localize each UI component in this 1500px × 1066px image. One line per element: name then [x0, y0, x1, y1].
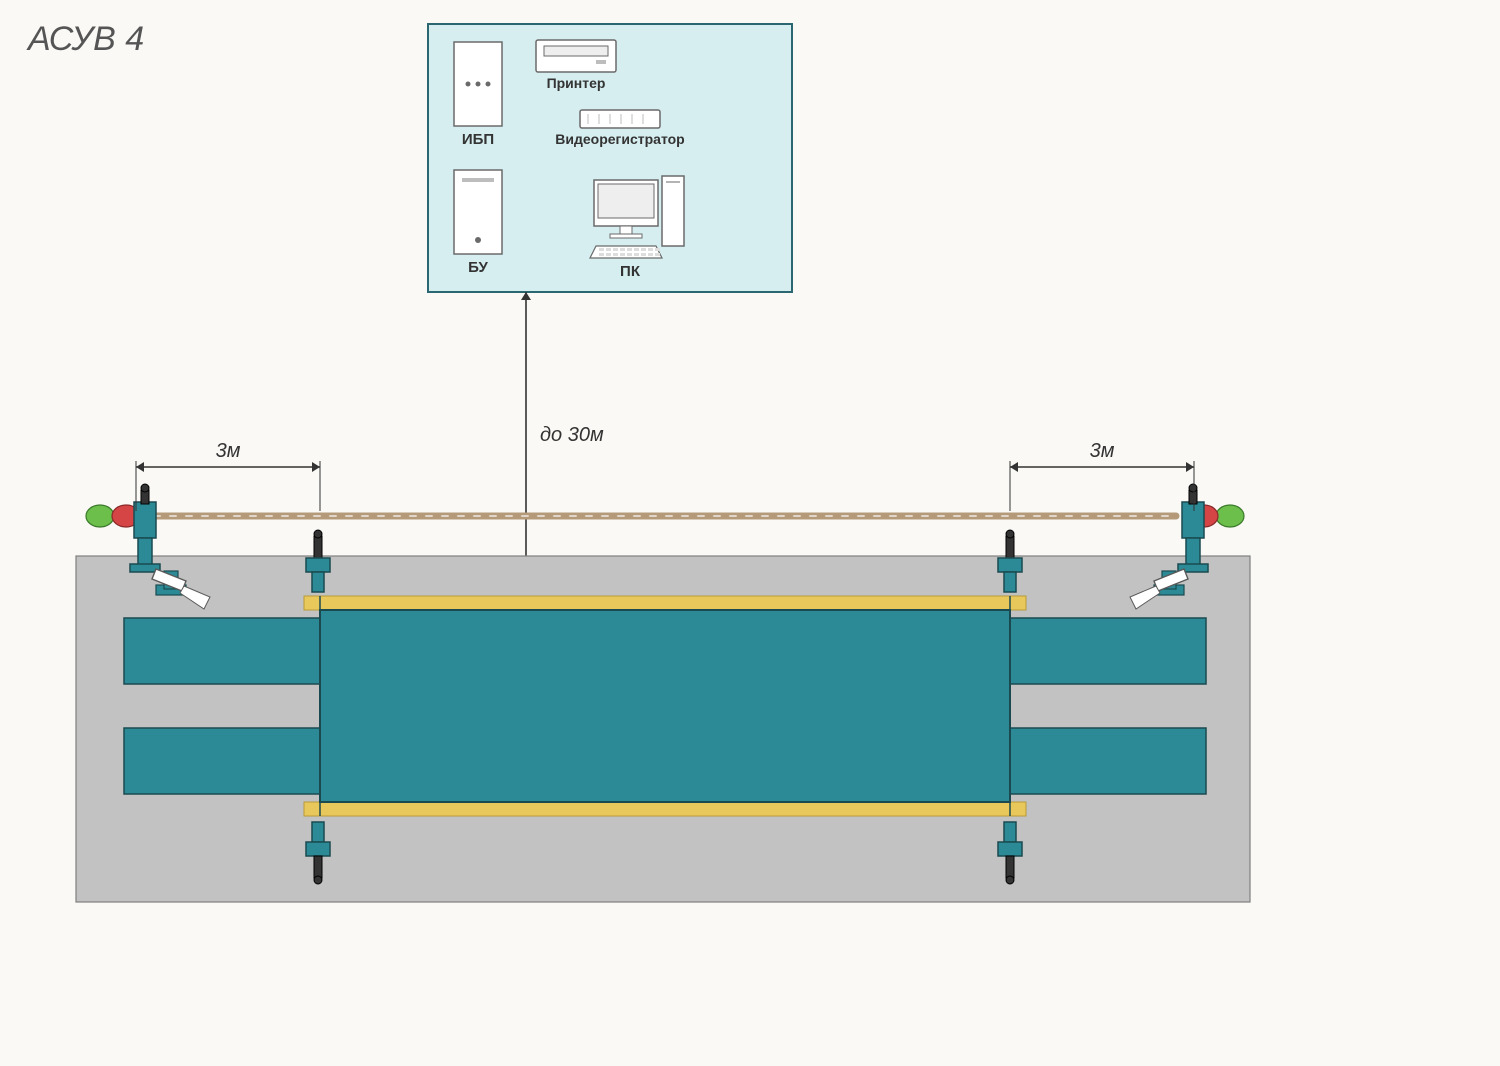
diagram-canvas: АСУВ 4 ИБП БУ Принтер Видеорегистратор ПК до 3…	[0, 0, 1500, 1061]
dvr-label: Видеорегистратор	[555, 131, 684, 147]
ups-label: ИБП	[462, 131, 494, 148]
diagram-title: АСУВ 4	[26, 20, 144, 58]
control-panel: ИБП БУ Принтер Видеорегистратор ПК	[428, 24, 792, 292]
dimension-label: 3м	[216, 440, 241, 462]
weighbridge-platform	[320, 610, 1010, 802]
pc-label: ПК	[620, 263, 641, 280]
ctrl-label: БУ	[468, 259, 488, 276]
cable-length-label: до 30м	[540, 424, 604, 446]
dimension-label: 3м	[1090, 440, 1115, 462]
printer-label: Принтер	[547, 75, 606, 91]
